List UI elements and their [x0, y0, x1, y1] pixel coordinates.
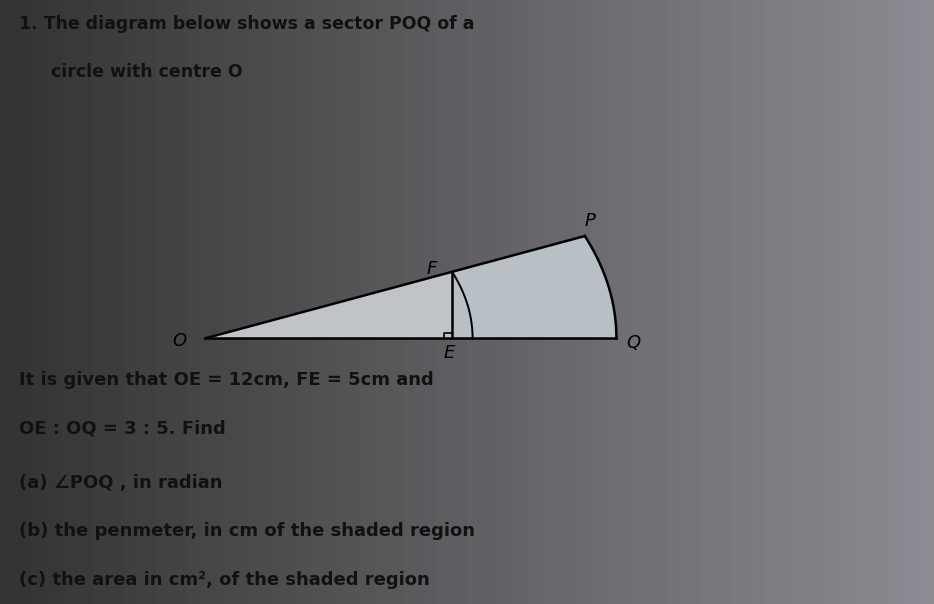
Text: 1. The diagram below shows a sector POQ of a: 1. The diagram below shows a sector POQ …	[19, 15, 474, 33]
Bar	[374, 0, 389, 604]
Bar	[576, 0, 591, 604]
Bar	[296, 0, 311, 604]
Bar	[810, 0, 825, 604]
Bar	[389, 0, 404, 604]
Bar	[343, 0, 358, 604]
Bar	[280, 0, 296, 604]
Bar	[483, 0, 498, 604]
Bar	[747, 0, 763, 604]
Bar	[560, 0, 576, 604]
Bar	[778, 0, 794, 604]
Bar	[530, 0, 545, 604]
Bar	[124, 0, 140, 604]
Bar	[467, 0, 483, 604]
Polygon shape	[205, 272, 452, 338]
Bar	[825, 0, 841, 604]
Text: It is given that OE = 12cm, FE = 5cm and: It is given that OE = 12cm, FE = 5cm and	[19, 371, 433, 390]
Bar	[623, 0, 638, 604]
Bar	[404, 0, 420, 604]
Text: circle with centre O: circle with centre O	[51, 63, 243, 82]
Bar	[234, 0, 249, 604]
Bar	[187, 0, 203, 604]
Bar	[607, 0, 623, 604]
Bar	[140, 0, 156, 604]
Text: (c) the area in cm², of the shaded region: (c) the area in cm², of the shaded regio…	[19, 571, 430, 589]
Bar	[716, 0, 731, 604]
Bar	[31, 0, 47, 604]
Bar	[498, 0, 514, 604]
Bar	[918, 0, 934, 604]
Text: F: F	[426, 260, 437, 278]
Text: Q: Q	[626, 334, 641, 352]
Bar	[685, 0, 700, 604]
Bar	[451, 0, 467, 604]
Bar	[78, 0, 93, 604]
Bar	[841, 0, 856, 604]
Text: (b) the penmeter, in cm of the shaded region: (b) the penmeter, in cm of the shaded re…	[19, 522, 474, 541]
Bar	[171, 0, 187, 604]
Bar	[903, 0, 918, 604]
Bar	[218, 0, 234, 604]
Bar	[856, 0, 871, 604]
Bar	[47, 0, 63, 604]
Bar	[763, 0, 778, 604]
Bar	[358, 0, 374, 604]
Text: E: E	[444, 344, 455, 362]
Text: P: P	[584, 212, 595, 230]
Bar	[871, 0, 887, 604]
Bar	[203, 0, 218, 604]
Bar	[109, 0, 124, 604]
Text: OE : OQ = 3 : 5. Find: OE : OQ = 3 : 5. Find	[19, 420, 225, 438]
Polygon shape	[205, 236, 616, 338]
Bar	[16, 0, 31, 604]
Bar	[249, 0, 264, 604]
Bar	[670, 0, 685, 604]
Bar	[700, 0, 716, 604]
Text: (a) ∠POQ , in radian: (a) ∠POQ , in radian	[19, 474, 222, 492]
Bar	[93, 0, 109, 604]
Bar	[311, 0, 327, 604]
Bar	[794, 0, 810, 604]
Bar	[327, 0, 343, 604]
Bar	[654, 0, 670, 604]
Bar	[0, 0, 16, 604]
Text: O: O	[172, 332, 187, 350]
Bar	[63, 0, 78, 604]
Bar	[731, 0, 747, 604]
Bar	[514, 0, 530, 604]
Bar	[887, 0, 903, 604]
Bar	[264, 0, 280, 604]
Bar	[436, 0, 451, 604]
Bar	[638, 0, 654, 604]
Bar	[420, 0, 436, 604]
Bar	[156, 0, 171, 604]
Bar	[591, 0, 607, 604]
Bar	[545, 0, 560, 604]
